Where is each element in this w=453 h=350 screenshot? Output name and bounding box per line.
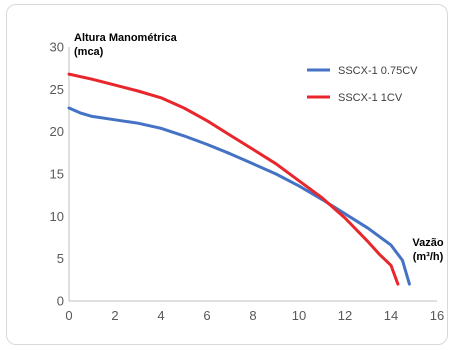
y-tick-label: 25 [50, 82, 64, 97]
axes [68, 47, 437, 302]
x-tick-label: 8 [249, 308, 256, 323]
x-axis-label-line2: (m³/h) [413, 251, 444, 263]
x-tick-label: 0 [65, 308, 72, 323]
x-tick-label: 16 [430, 308, 444, 323]
y-axis-label-line2: (mca) [74, 46, 104, 58]
y-tick-label: 0 [57, 294, 64, 309]
y-tick-label: 20 [50, 124, 64, 139]
x-tick-label: 6 [203, 308, 210, 323]
y-axis-label-line1: Altura Manométrica [74, 32, 178, 44]
x-tick-label: 4 [157, 308, 164, 323]
chart-frame [6, 4, 448, 345]
series-line-1cv [67, 72, 400, 286]
x-axis-label-line1: Vazão [412, 237, 443, 249]
y-tick-label: 30 [50, 40, 64, 55]
x-tick-labels: 0 2 4 6 8 10 12 14 16 [65, 308, 444, 323]
y-tick-label: 5 [57, 251, 64, 266]
legend-label-1cv: SSCX-1 1CV [338, 92, 403, 104]
series-lines [67, 72, 411, 286]
series-line-075cv [67, 106, 411, 286]
x-tick-label: 14 [384, 308, 398, 323]
x-tick-label: 12 [338, 308, 352, 323]
legend: SSCX-1 0.75CV SSCX-1 1CV [307, 65, 418, 104]
y-tick-label: 15 [50, 167, 64, 182]
y-tick-label: 10 [50, 209, 64, 224]
x-tick-label: 10 [292, 308, 306, 323]
legend-label-075cv: SSCX-1 0.75CV [338, 65, 418, 77]
y-tick-labels: 0 5 10 15 20 25 30 [50, 40, 64, 309]
x-tick-label: 2 [111, 308, 118, 323]
